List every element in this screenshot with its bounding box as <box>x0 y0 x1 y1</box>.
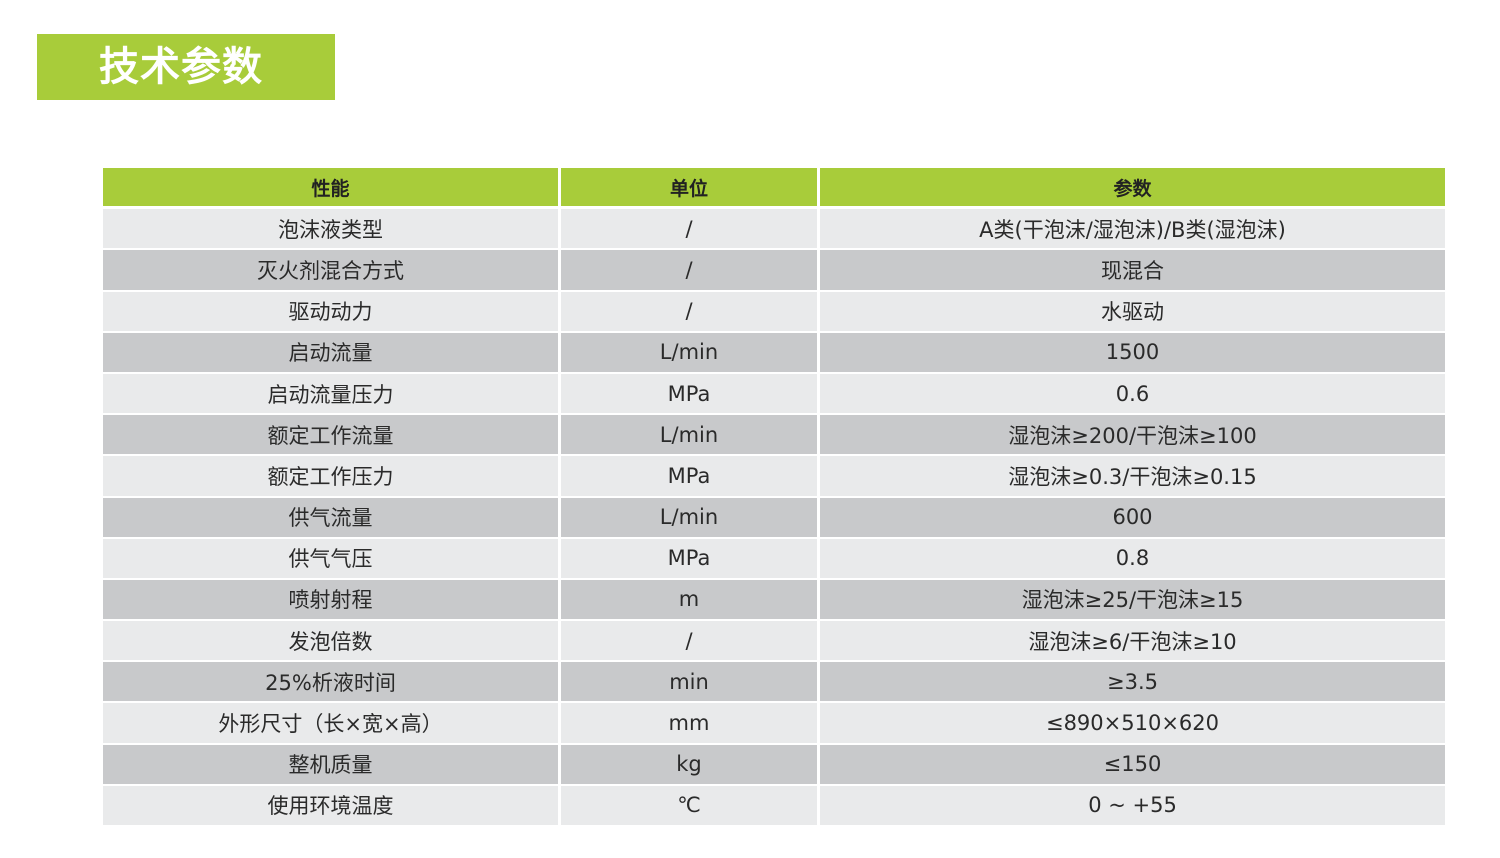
cell-unit: / <box>561 621 817 663</box>
table-row: 灭火剂混合方式 / 现混合 <box>103 250 1445 292</box>
section-title: 技术参数 <box>99 44 263 90</box>
cell-parameter: 湿泡沫≥0.3/干泡沫≥0.15 <box>820 456 1445 498</box>
table-header-row: 性能 单位 参数 <box>103 168 1445 209</box>
header-parameter: 参数 <box>820 168 1445 208</box>
cell-performance: 灭火剂混合方式 <box>103 250 558 292</box>
cell-unit: MPa <box>561 373 817 416</box>
cell-parameter: 现混合 <box>820 250 1445 292</box>
cell-parameter: 0.6 <box>820 373 1445 416</box>
cell-unit: MPa <box>561 538 817 580</box>
cell-performance: 25%析液时间 <box>103 662 558 704</box>
cell-unit: ℃ <box>561 785 817 827</box>
cell-unit: L/min <box>561 332 817 374</box>
cell-unit: / <box>561 291 817 333</box>
cell-performance: 供气流量 <box>103 497 558 539</box>
cell-performance: 整机质量 <box>103 744 558 786</box>
cell-parameter: 0.8 <box>820 538 1445 580</box>
cell-performance: 额定工作压力 <box>103 456 558 498</box>
table-row: 启动流量 L/min 1500 <box>103 332 1445 374</box>
cell-parameter: 0 ~ +55 <box>820 785 1445 827</box>
cell-unit: kg <box>561 744 817 786</box>
table-row: 启动流量压力 MPa 0.6 <box>103 373 1445 416</box>
cell-unit: mm <box>561 703 817 745</box>
table-row: 使用环境温度 ℃ 0 ~ +55 <box>103 785 1445 827</box>
cell-performance: 泡沫液类型 <box>103 209 558 251</box>
table-row: 喷射射程 m 湿泡沫≥25/干泡沫≥15 <box>103 579 1445 622</box>
cell-parameter: 600 <box>820 497 1445 539</box>
cell-parameter: 水驱动 <box>820 291 1445 333</box>
cell-parameter: 1500 <box>820 332 1445 374</box>
table-row: 额定工作压力 MPa 湿泡沫≥0.3/干泡沫≥0.15 <box>103 456 1445 498</box>
header-performance: 性能 <box>103 168 558 208</box>
section-title-banner: 技术参数 <box>37 34 335 100</box>
table-row: 外形尺寸（长×宽×高） mm ≤890×510×620 <box>103 703 1445 745</box>
cell-parameter: A类(干泡沫/湿泡沫)/B类(湿泡沫) <box>820 209 1445 251</box>
cell-performance: 使用环境温度 <box>103 785 558 827</box>
cell-parameter: 湿泡沫≥6/干泡沫≥10 <box>820 621 1445 663</box>
table-row: 驱动动力 / 水驱动 <box>103 291 1445 333</box>
cell-parameter: ≤150 <box>820 744 1445 786</box>
cell-performance: 驱动动力 <box>103 291 558 333</box>
cell-performance: 发泡倍数 <box>103 621 558 663</box>
cell-parameter: 湿泡沫≥200/干泡沫≥100 <box>820 415 1445 457</box>
header-unit: 单位 <box>561 168 817 208</box>
cell-performance: 启动流量 <box>103 332 558 374</box>
cell-performance: 外形尺寸（长×宽×高） <box>103 703 558 745</box>
table-row: 供气流量 L/min 600 <box>103 497 1445 539</box>
cell-performance: 启动流量压力 <box>103 373 558 416</box>
table-row: 泡沫液类型 / A类(干泡沫/湿泡沫)/B类(湿泡沫) <box>103 209 1445 251</box>
cell-unit: m <box>561 579 817 622</box>
cell-parameter: 湿泡沫≥25/干泡沫≥15 <box>820 579 1445 622</box>
table-row: 供气气压 MPa 0.8 <box>103 538 1445 580</box>
cell-unit: MPa <box>561 456 817 498</box>
cell-performance: 喷射射程 <box>103 579 558 622</box>
cell-unit: / <box>561 209 817 251</box>
cell-parameter: ≥3.5 <box>820 662 1445 704</box>
cell-performance: 额定工作流量 <box>103 415 558 457</box>
table-row: 发泡倍数 / 湿泡沫≥6/干泡沫≥10 <box>103 621 1445 663</box>
table-row: 额定工作流量 L/min 湿泡沫≥200/干泡沫≥100 <box>103 415 1445 457</box>
spec-table: 性能 单位 参数 泡沫液类型 / A类(干泡沫/湿泡沫)/B类(湿泡沫) 灭火剂混合方… <box>103 168 1445 827</box>
table-row: 整机质量 kg ≤150 <box>103 744 1445 786</box>
cell-parameter: ≤890×510×620 <box>820 703 1445 745</box>
cell-unit: min <box>561 662 817 704</box>
cell-unit: L/min <box>561 415 817 457</box>
cell-unit: L/min <box>561 497 817 539</box>
cell-performance: 供气气压 <box>103 538 558 580</box>
cell-unit: / <box>561 250 817 292</box>
table-row: 25%析液时间 min ≥3.5 <box>103 662 1445 704</box>
